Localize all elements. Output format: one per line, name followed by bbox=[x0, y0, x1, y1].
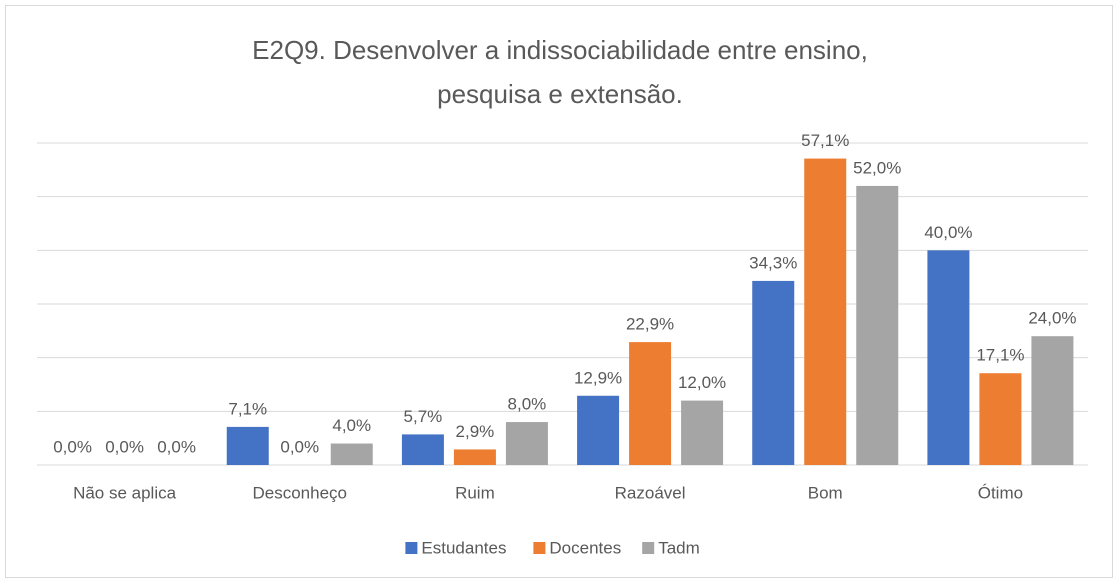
bar bbox=[681, 400, 724, 465]
x-tick-label: Bom bbox=[808, 483, 843, 502]
bar bbox=[979, 373, 1022, 465]
bar bbox=[505, 422, 548, 465]
data-label: 4,0% bbox=[332, 416, 371, 435]
data-label: 40,0% bbox=[924, 223, 972, 242]
bar bbox=[804, 158, 847, 465]
data-label: 12,0% bbox=[678, 373, 726, 392]
bar bbox=[752, 280, 795, 465]
data-label: 8,0% bbox=[508, 395, 547, 414]
bar bbox=[401, 434, 444, 465]
data-label: 0,0% bbox=[157, 437, 196, 456]
x-tick-label: Ruim bbox=[455, 483, 495, 502]
bar bbox=[927, 250, 970, 465]
data-label: 17,1% bbox=[976, 346, 1024, 365]
chart-title: E2Q9. Desenvolver a indissociabilidade e… bbox=[252, 35, 868, 109]
data-label: 57,1% bbox=[801, 131, 849, 150]
data-label: 52,0% bbox=[853, 158, 901, 177]
bar bbox=[453, 449, 496, 465]
legend-label: Tadm bbox=[658, 538, 700, 557]
data-label: 22,9% bbox=[626, 315, 674, 334]
legend-label: Docentes bbox=[549, 538, 621, 557]
bar bbox=[226, 426, 269, 465]
data-label: 7,1% bbox=[228, 399, 267, 418]
x-tick-label: Não se aplica bbox=[73, 483, 177, 502]
x-tick-label: Razoável bbox=[615, 483, 686, 502]
data-label: 24,0% bbox=[1028, 309, 1076, 328]
legend-swatch bbox=[533, 542, 546, 554]
data-label: 0,0% bbox=[280, 437, 319, 456]
x-tick-label: Desconheço bbox=[252, 483, 347, 502]
bar bbox=[577, 395, 620, 465]
legend-label: Estudantes bbox=[421, 538, 506, 557]
bar bbox=[1031, 336, 1074, 465]
legend-swatch bbox=[405, 542, 418, 554]
bar bbox=[330, 443, 373, 465]
data-label: 0,0% bbox=[53, 437, 92, 456]
legend-swatch bbox=[642, 542, 655, 554]
data-label: 0,0% bbox=[105, 437, 144, 456]
data-label: 12,9% bbox=[574, 368, 622, 387]
data-label: 5,7% bbox=[404, 407, 443, 426]
bar bbox=[856, 185, 899, 465]
data-label: 2,9% bbox=[456, 422, 495, 441]
data-label: 34,3% bbox=[749, 253, 797, 272]
bar bbox=[629, 342, 672, 465]
x-tick-label: Ótimo bbox=[978, 483, 1023, 502]
